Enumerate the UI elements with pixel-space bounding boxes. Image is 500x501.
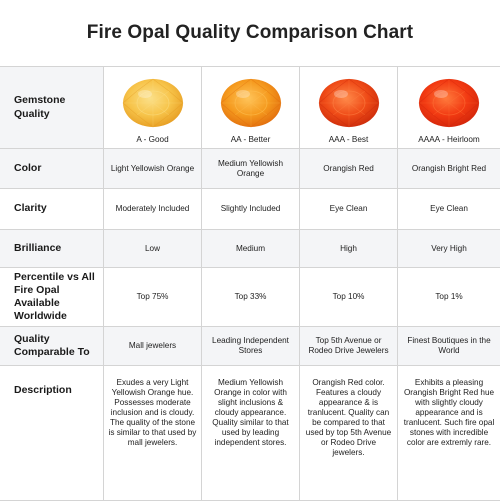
grade-aaaa-cell: AAAA - Heirloom bbox=[398, 67, 500, 149]
comparison-table: Gemstone Quality A - Good AA - Better AA… bbox=[0, 66, 500, 501]
grade-aaa-label: AAA - Best bbox=[328, 134, 369, 144]
comparable-aaaa: Finest Boutiques in the World bbox=[398, 327, 500, 366]
color-aa: Medium Yellowish Orange bbox=[202, 149, 300, 189]
row-header-description: Description bbox=[0, 366, 104, 501]
brilliance-aa: Medium bbox=[202, 230, 300, 268]
percentile-aa: Top 33% bbox=[202, 268, 300, 327]
percentile-a: Top 75% bbox=[104, 268, 202, 327]
grade-aaaa-label: AAAA - Heirloom bbox=[418, 134, 480, 144]
brilliance-aaa: High bbox=[300, 230, 398, 268]
grade-aa-label: AA - Better bbox=[230, 134, 271, 144]
row-header-color: Color bbox=[0, 149, 104, 189]
percentile-aaa: Top 10% bbox=[300, 268, 398, 327]
description-aaa: Orangish Red color. Features a cloudy ap… bbox=[300, 366, 398, 501]
row-header-clarity: Clarity bbox=[0, 189, 104, 230]
grade-aa-cell: AA - Better bbox=[202, 67, 300, 149]
clarity-aa: Slightly Included bbox=[202, 189, 300, 230]
gem-aa-image bbox=[219, 78, 282, 127]
clarity-aaaa: Eye Clean bbox=[398, 189, 500, 230]
brilliance-a: Low bbox=[104, 230, 202, 268]
row-header-percentile: Percentile vs All Fire Opal Available Wo… bbox=[0, 268, 104, 327]
comparable-a: Mall jewelers bbox=[104, 327, 202, 366]
gem-aaa-image bbox=[317, 78, 380, 127]
clarity-a: Moderately Included bbox=[104, 189, 202, 230]
gem-a-image bbox=[121, 78, 184, 127]
description-aa: Medium Yellowish Orange in color with sl… bbox=[202, 366, 300, 501]
row-header-gemstone-quality: Gemstone Quality bbox=[0, 67, 104, 149]
comparable-aaa: Top 5th Avenue or Rodeo Drive Jewelers bbox=[300, 327, 398, 366]
brilliance-aaaa: Very High bbox=[398, 230, 500, 268]
color-a: Light Yellowish Orange bbox=[104, 149, 202, 189]
page-title: Fire Opal Quality Comparison Chart bbox=[86, 22, 414, 43]
grade-aaa-cell: AAA - Best bbox=[300, 67, 398, 149]
gem-aaaa-image bbox=[418, 78, 480, 127]
grade-a-cell: A - Good bbox=[104, 67, 202, 149]
description-a: Exudes a very Light Yellowish Orange hue… bbox=[104, 366, 202, 501]
row-header-brilliance: Brilliance bbox=[0, 230, 104, 268]
color-aaaa: Orangish Bright Red bbox=[398, 149, 500, 189]
grade-a-label: A - Good bbox=[136, 134, 169, 144]
comparable-aa: Leading Independent Stores bbox=[202, 327, 300, 366]
clarity-aaa: Eye Clean bbox=[300, 189, 398, 230]
color-aaa: Orangish Red bbox=[300, 149, 398, 189]
description-aaaa: Exhibits a pleasing Orangish Bright Red … bbox=[398, 366, 500, 501]
percentile-aaaa: Top 1% bbox=[398, 268, 500, 327]
row-header-comparable: Quality Comparable To bbox=[0, 327, 104, 366]
